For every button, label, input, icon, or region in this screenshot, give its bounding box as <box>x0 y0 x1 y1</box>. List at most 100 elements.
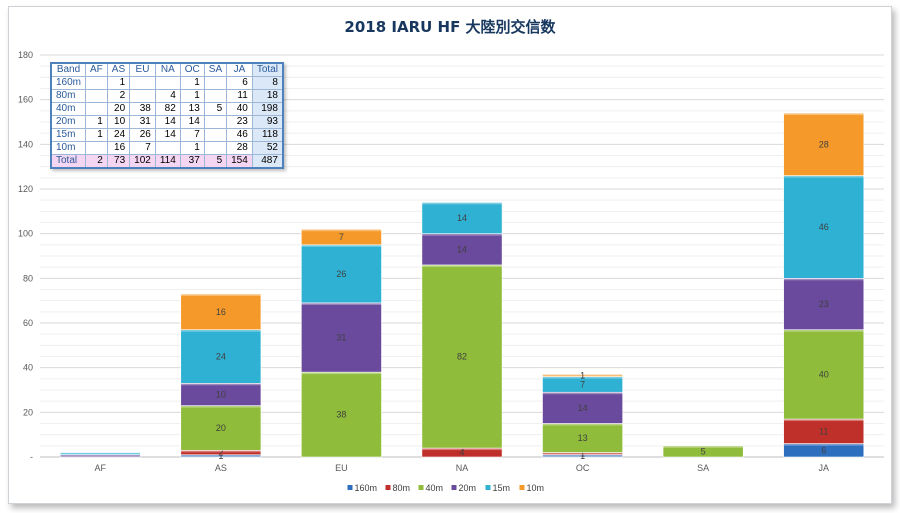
value-cell: 2 <box>106 89 131 103</box>
value-cell: 31 <box>129 115 156 129</box>
legend-label: 15m <box>493 483 511 493</box>
category-label: OC <box>576 463 590 473</box>
value-cell: 2 <box>85 154 108 169</box>
bar-highlight <box>60 454 141 457</box>
value-cell <box>203 141 228 155</box>
value-cell: 16 <box>106 141 131 155</box>
bar-highlight <box>783 175 864 178</box>
y-tick-label: 60 <box>23 318 33 328</box>
value-cell: 7 <box>129 141 156 155</box>
legend-swatch-40m <box>418 485 424 490</box>
band-cell: 10m <box>50 141 87 155</box>
value-cell: 38 <box>129 102 156 116</box>
bar-highlight <box>542 452 623 455</box>
data-label: 7 <box>580 379 585 389</box>
value-cell: 73 <box>106 154 131 169</box>
bar-highlight <box>180 293 261 296</box>
bar-highlight <box>542 392 623 395</box>
table-header-cell: AF <box>85 62 108 77</box>
value-cell: 1 <box>85 128 108 142</box>
value-cell <box>154 141 181 155</box>
value-cell: 23 <box>226 115 253 129</box>
bar-highlight <box>783 443 864 446</box>
value-cell: 102 <box>129 154 156 169</box>
bar-highlight <box>180 450 261 453</box>
bar-highlight <box>60 452 141 455</box>
y-tick-label: 20 <box>23 407 33 417</box>
table-header-cell: Band <box>50 62 87 77</box>
band-cell: Total <box>50 154 87 169</box>
bar-segment-ja-40m <box>783 329 865 420</box>
value-cell <box>129 89 156 103</box>
data-label: 1 <box>580 451 585 461</box>
value-cell: 154 <box>226 154 253 169</box>
table-header-cell: EU <box>129 62 156 77</box>
value-cell: 26 <box>129 128 156 142</box>
bar-segment-sa-40m <box>662 445 744 458</box>
table-row: 160m 1 1 6 8 <box>50 76 284 90</box>
value-cell: 11 <box>226 89 253 103</box>
data-label: 10 <box>216 389 226 399</box>
value-cell <box>203 89 228 103</box>
value-cell: 5 <box>203 102 228 116</box>
bar-highlight <box>180 454 261 457</box>
value-cell: 118 <box>251 128 284 142</box>
data-label: 24 <box>216 352 226 362</box>
y-tick-label: 180 <box>18 50 33 60</box>
value-cell: 20 <box>106 102 131 116</box>
legend-label: 80m <box>393 483 411 493</box>
bar-segment-na-40m <box>421 264 503 449</box>
bar-segment-as-15m <box>180 329 262 384</box>
bar-highlight <box>663 445 744 448</box>
table-row: Total 2 73 102 114 37 5 154 487 <box>50 154 284 169</box>
data-label: 11 <box>819 426 828 436</box>
value-cell <box>85 89 108 103</box>
bar-segment-as-10m <box>180 293 262 331</box>
table-header-cell: SA <box>203 62 228 77</box>
data-label: 13 <box>578 433 588 443</box>
bar-highlight <box>783 329 864 332</box>
bar-segment-ja-80m <box>783 418 865 444</box>
value-cell: 1 <box>179 141 205 155</box>
table-header-cell: AS <box>106 62 131 77</box>
table-row: 15m 1 24 26 14 7 46 118 <box>50 128 284 142</box>
bar-highlight <box>180 329 261 332</box>
table-row: 20m 1 10 31 14 14 23 93 <box>50 115 284 129</box>
value-cell <box>203 128 228 142</box>
y-tick-label: 140 <box>18 139 33 149</box>
bar-segment-ja-10m <box>783 112 865 176</box>
legend-label: 40m <box>426 483 444 493</box>
value-cell <box>85 141 108 155</box>
value-cell: 37 <box>179 154 205 169</box>
data-label: 1 <box>580 370 585 380</box>
category-label: AS <box>215 463 227 473</box>
data-label: 28 <box>819 139 829 149</box>
value-cell: 46 <box>226 128 253 142</box>
value-cell: 114 <box>154 154 181 169</box>
value-cell: 14 <box>154 115 181 129</box>
legend-label: 20m <box>459 483 477 493</box>
bar-segment-ja-15m <box>783 175 865 279</box>
bar-highlight <box>301 372 382 375</box>
legend-swatch-160m <box>347 485 353 490</box>
data-label: 4 <box>459 448 464 458</box>
bar-highlight <box>180 383 261 386</box>
bar-highlight <box>783 278 864 281</box>
value-cell: 24 <box>106 128 131 142</box>
x-axis-categories: AF AS EU NA OC SA JA <box>95 463 829 473</box>
table-row: 10m 16 7 1 28 52 <box>50 141 284 155</box>
data-label: 40 <box>819 369 829 379</box>
data-label: 46 <box>819 222 829 232</box>
value-cell: 14 <box>179 115 205 129</box>
data-label: 14 <box>457 244 467 254</box>
value-cell: 13 <box>179 102 205 116</box>
bar-highlight <box>783 419 864 422</box>
bar-segment-na-15m <box>421 202 503 234</box>
bar-highlight <box>542 454 623 457</box>
data-label: 1 <box>218 451 223 461</box>
y-tick-label: 120 <box>18 184 33 194</box>
data-label: 38 <box>336 410 346 420</box>
value-cell: 40 <box>226 102 253 116</box>
